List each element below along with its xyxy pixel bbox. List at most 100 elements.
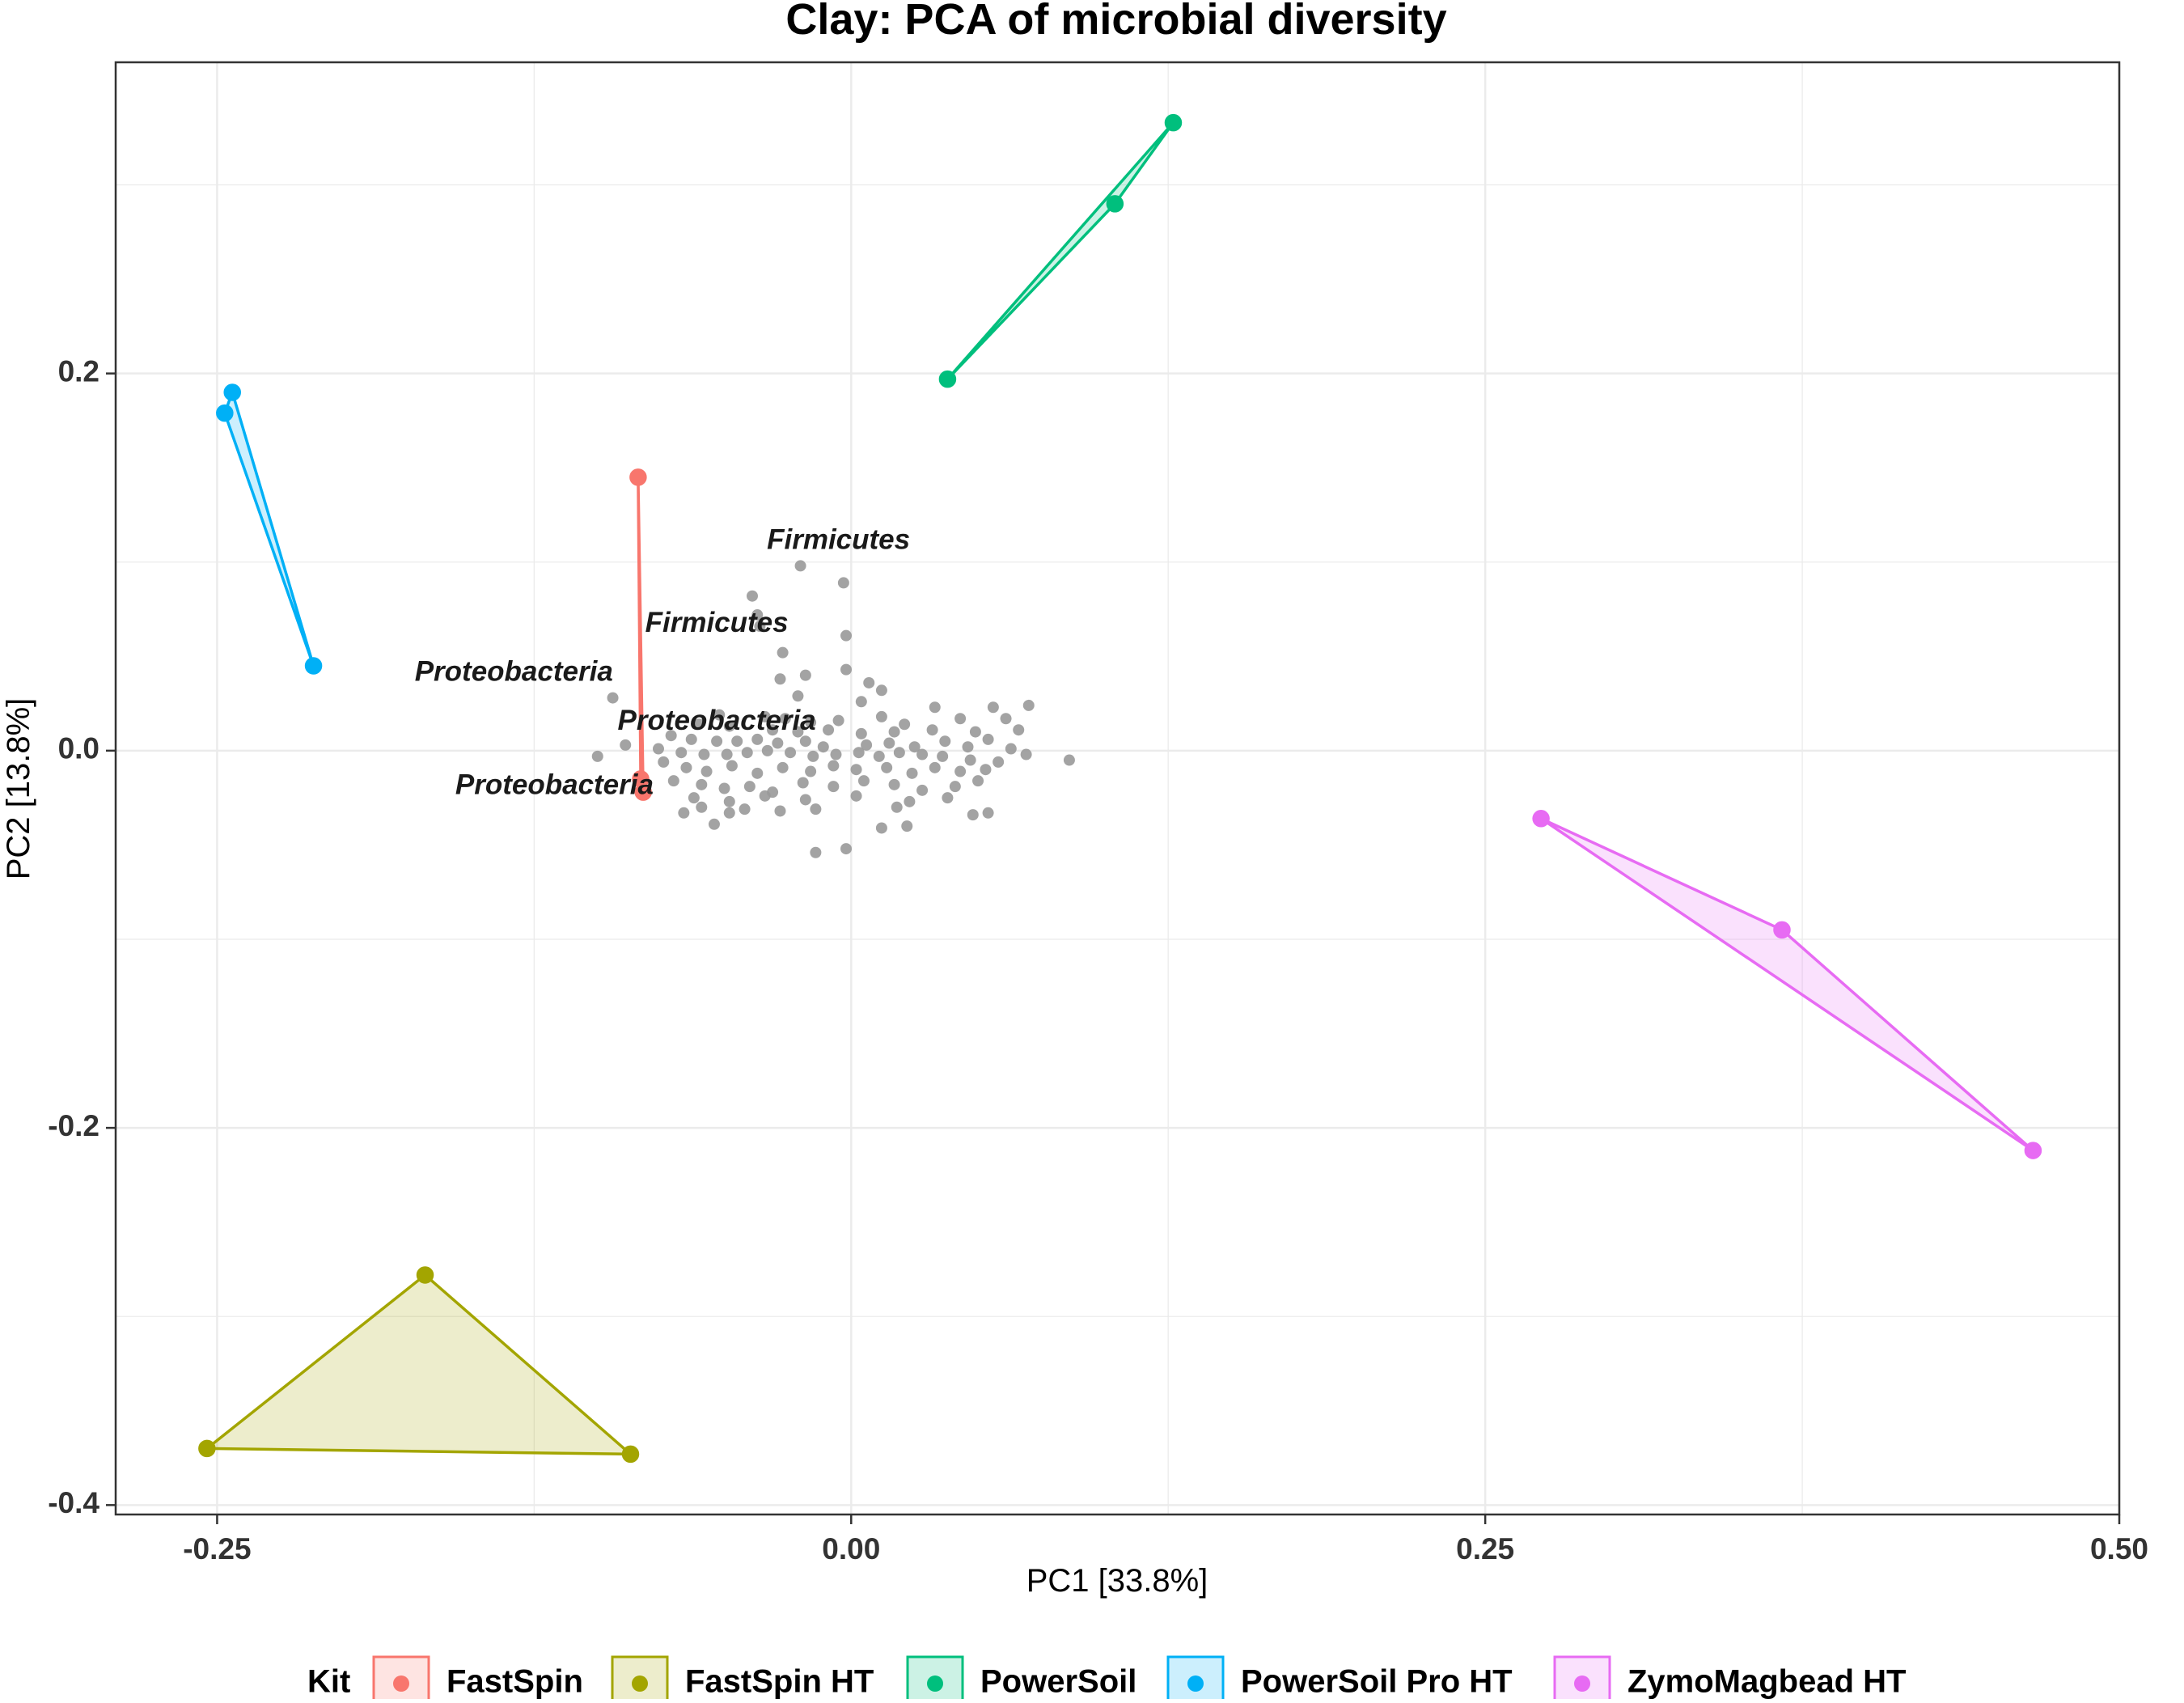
loading-point bbox=[785, 747, 797, 759]
loading-point bbox=[987, 701, 999, 714]
axis-ticks: -0.25 0.00 0.25 0.50 -0.4 -0.2 0.0 0.2 bbox=[48, 354, 2148, 1565]
series-layer bbox=[198, 113, 2042, 1464]
loading-point bbox=[901, 820, 913, 832]
loading-point bbox=[993, 756, 1005, 768]
loading-point bbox=[779, 713, 791, 725]
loading-point bbox=[875, 710, 887, 722]
point-powersoil-pro-ht bbox=[216, 404, 234, 422]
annotations-layer: FirmicutesFirmicutesProteobacteriaProteo… bbox=[415, 523, 910, 800]
loading-point bbox=[807, 750, 819, 762]
loading-point bbox=[857, 775, 870, 787]
loading-point bbox=[942, 792, 954, 804]
loading-point bbox=[929, 761, 941, 773]
loading-point bbox=[1013, 724, 1025, 736]
loading-point bbox=[982, 733, 994, 745]
loading-label: Firmicutes bbox=[645, 607, 789, 638]
loading-point bbox=[830, 748, 842, 760]
loading-point bbox=[708, 818, 720, 830]
loading-point bbox=[855, 696, 867, 708]
loading-point bbox=[962, 741, 974, 753]
loading-point bbox=[827, 760, 840, 772]
loading-point bbox=[754, 621, 766, 633]
loading-point bbox=[863, 676, 875, 688]
loading-point bbox=[797, 777, 809, 789]
legend-key-point bbox=[1187, 1675, 1204, 1692]
loading-point bbox=[805, 716, 817, 728]
y-tick-label: -0.2 bbox=[48, 1109, 99, 1142]
legend-key-point bbox=[1574, 1675, 1590, 1692]
loading-point bbox=[693, 718, 705, 731]
loading-point bbox=[698, 748, 710, 760]
loading-point bbox=[908, 741, 921, 753]
loading-point bbox=[827, 781, 840, 793]
hull-zymomagbead-ht bbox=[1539, 817, 2035, 1152]
loading-point bbox=[777, 761, 789, 773]
loading-point bbox=[850, 790, 862, 802]
loading-point bbox=[723, 807, 735, 819]
loading-point bbox=[916, 748, 929, 760]
loading-point bbox=[751, 733, 764, 745]
loading-point bbox=[926, 724, 938, 736]
loading-point bbox=[875, 822, 887, 834]
legend-label: ZymoMagbead HT bbox=[1627, 1664, 1906, 1699]
loading-point bbox=[881, 761, 893, 773]
loading-point bbox=[772, 737, 784, 749]
loading-point bbox=[967, 809, 979, 821]
loading-point bbox=[916, 784, 929, 796]
point-fastspin bbox=[632, 770, 650, 788]
loading-point bbox=[840, 663, 853, 676]
point-fastspin-ht bbox=[416, 1266, 434, 1284]
x-tick-label: 0.00 bbox=[822, 1532, 880, 1565]
loading-point bbox=[731, 735, 743, 748]
loading-point bbox=[982, 807, 994, 819]
loading-point bbox=[1063, 754, 1075, 766]
y-tick-label: 0.0 bbox=[58, 732, 99, 765]
loading-point bbox=[1020, 748, 1032, 760]
loading-point bbox=[883, 737, 895, 749]
x-tick-label: 0.25 bbox=[1456, 1532, 1514, 1565]
point-powersoil-pro-ht bbox=[223, 383, 241, 401]
loading-point bbox=[891, 801, 903, 813]
loading-point bbox=[774, 673, 786, 685]
grid bbox=[116, 62, 2121, 1514]
loading-point bbox=[667, 775, 679, 787]
loading-point bbox=[678, 807, 690, 819]
point-fastspin-ht bbox=[621, 1445, 640, 1464]
loading-point bbox=[680, 761, 692, 773]
loading-point bbox=[658, 756, 670, 768]
loading-point bbox=[853, 747, 865, 759]
loading-point bbox=[759, 790, 771, 802]
legend: Kit FastSpin FastSpin HT PowerSoil PowerSoi… bbox=[307, 1655, 1906, 1703]
loading-point bbox=[799, 735, 811, 748]
loading-point bbox=[823, 724, 835, 736]
legend-label: FastSpin HT bbox=[685, 1664, 874, 1699]
loading-point bbox=[840, 843, 853, 855]
hull-fastspin bbox=[637, 476, 645, 794]
loading-point bbox=[675, 747, 688, 759]
legend-key-point bbox=[632, 1675, 648, 1692]
loading-point bbox=[810, 803, 822, 815]
loading-point bbox=[954, 713, 967, 725]
legend-label: PowerSoil bbox=[980, 1664, 1136, 1699]
loading-point bbox=[837, 577, 849, 589]
loading-point bbox=[652, 743, 664, 755]
loading-point bbox=[767, 724, 779, 736]
loading-point bbox=[805, 765, 817, 777]
loading-point bbox=[761, 744, 773, 756]
loading-point bbox=[723, 720, 735, 732]
loading-point bbox=[688, 792, 700, 804]
loading-point bbox=[888, 726, 900, 738]
loading-label: Proteobacteria bbox=[455, 769, 654, 800]
y-tick-label: 0.2 bbox=[58, 354, 99, 388]
point-fastspin-ht bbox=[198, 1439, 216, 1458]
loading-point bbox=[723, 795, 735, 807]
loading-point bbox=[810, 846, 822, 858]
legend-item: PowerSoil Pro HT bbox=[1166, 1655, 1513, 1703]
loading-point bbox=[591, 750, 603, 762]
loading-label: Proteobacteria bbox=[415, 656, 613, 688]
loading-point bbox=[721, 748, 733, 760]
loading-point bbox=[751, 609, 764, 621]
point-fastspin bbox=[629, 468, 647, 486]
